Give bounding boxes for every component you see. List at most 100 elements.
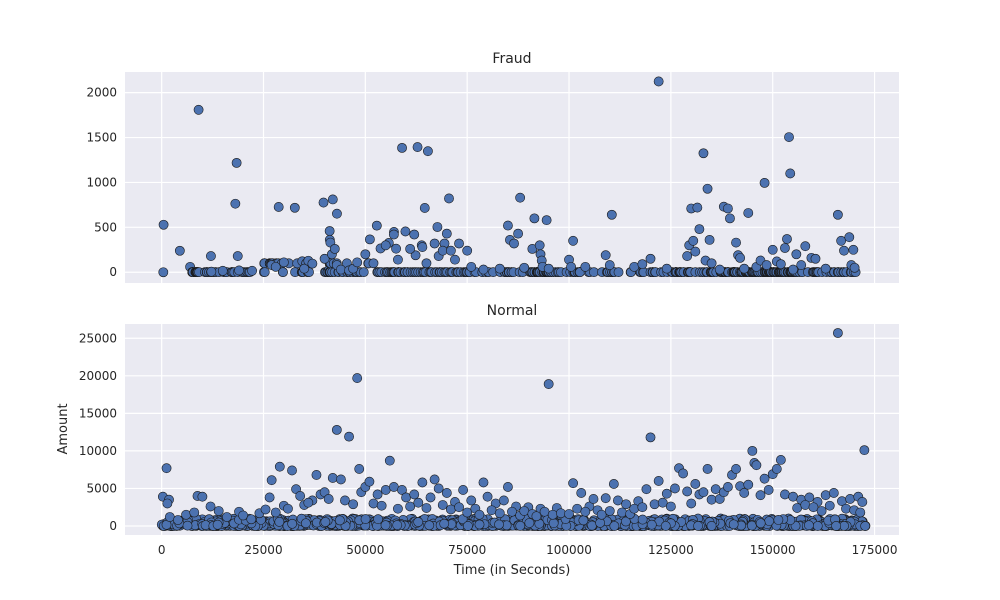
data-point xyxy=(698,487,709,498)
data-point xyxy=(836,235,847,246)
data-point xyxy=(637,502,648,513)
data-point xyxy=(710,484,721,495)
data-point xyxy=(692,202,703,213)
data-point xyxy=(380,485,391,495)
data-point xyxy=(547,509,558,520)
data-point xyxy=(698,148,709,159)
y-tick-label: 2000 xyxy=(86,86,117,100)
data-point xyxy=(621,499,631,510)
data-point xyxy=(287,465,297,476)
data-point xyxy=(419,203,430,213)
data-point xyxy=(694,224,705,235)
data-point xyxy=(474,519,485,530)
data-point xyxy=(274,461,285,472)
data-point xyxy=(397,142,407,153)
data-point xyxy=(274,516,285,527)
x-tick-label: 125000 xyxy=(648,543,694,557)
data-point xyxy=(816,506,827,516)
x-axis-label: Time (in Seconds) xyxy=(453,563,571,578)
data-point xyxy=(637,259,648,270)
data-point xyxy=(246,514,257,525)
data-point xyxy=(515,520,526,531)
data-point xyxy=(498,495,509,506)
data-point xyxy=(509,238,519,249)
data-point xyxy=(303,497,314,508)
data-point xyxy=(393,254,403,265)
data-point xyxy=(539,506,550,517)
data-point xyxy=(788,264,798,275)
data-point xyxy=(660,521,671,531)
data-point xyxy=(572,503,583,514)
data-point xyxy=(358,267,369,278)
data-point xyxy=(588,494,599,504)
data-point xyxy=(629,261,640,272)
normal-panel-title: Normal xyxy=(487,303,538,319)
data-point xyxy=(735,252,746,263)
data-point xyxy=(307,258,318,269)
data-point xyxy=(804,520,814,531)
data-point xyxy=(454,502,464,513)
data-point xyxy=(661,488,672,499)
data-point xyxy=(759,177,770,188)
data-point xyxy=(649,499,660,510)
data-point xyxy=(820,490,831,501)
data-point xyxy=(161,463,172,474)
data-point xyxy=(604,506,615,516)
y-tick-label: 0 xyxy=(109,519,117,533)
x-tick-label: 175000 xyxy=(852,543,898,557)
data-point xyxy=(759,473,770,484)
data-point xyxy=(731,464,741,474)
data-point xyxy=(543,379,554,389)
data-point xyxy=(578,515,589,526)
data-point xyxy=(796,260,807,270)
y-tick-label: 10000 xyxy=(79,444,117,458)
data-point xyxy=(771,464,782,474)
data-point xyxy=(429,474,440,485)
data-point xyxy=(580,261,591,272)
data-point xyxy=(409,489,420,500)
data-point xyxy=(600,493,611,504)
data-point xyxy=(400,226,411,237)
data-point xyxy=(706,258,717,269)
data-point xyxy=(534,240,545,251)
data-point xyxy=(665,501,676,512)
data-point xyxy=(568,235,579,246)
data-point xyxy=(503,482,513,492)
data-point xyxy=(839,245,849,256)
data-point xyxy=(731,237,741,248)
data-point xyxy=(785,168,796,179)
data-point xyxy=(327,194,338,205)
data-point xyxy=(474,509,485,520)
data-point xyxy=(439,518,450,529)
data-point xyxy=(788,491,798,502)
data-point xyxy=(384,455,395,466)
data-point xyxy=(206,251,216,261)
data-point xyxy=(743,208,754,218)
data-point xyxy=(646,519,657,530)
y-tick-label: 25000 xyxy=(79,331,117,345)
data-point xyxy=(283,503,293,514)
data-point xyxy=(205,501,216,512)
x-tick-label: 75000 xyxy=(448,543,486,557)
data-point xyxy=(606,209,617,220)
data-point xyxy=(775,259,786,270)
data-point xyxy=(849,262,860,273)
data-point xyxy=(800,241,811,252)
data-point xyxy=(595,517,606,528)
data-point xyxy=(494,508,505,519)
data-point xyxy=(334,515,345,526)
data-point xyxy=(702,464,713,474)
data-point xyxy=(392,520,403,530)
data-point xyxy=(693,521,704,531)
fraud-panel-title: Fraud xyxy=(492,51,531,67)
data-point xyxy=(397,485,407,495)
data-point xyxy=(344,431,354,442)
data-point xyxy=(189,507,200,518)
normal-y-tick-labels: 0 5000 10000 15000 20000 25000 xyxy=(79,331,117,533)
data-point xyxy=(413,497,424,508)
data-point xyxy=(437,245,448,256)
data-point xyxy=(529,213,540,224)
data-point xyxy=(755,518,766,529)
data-point xyxy=(739,263,750,274)
data-point xyxy=(637,514,648,525)
